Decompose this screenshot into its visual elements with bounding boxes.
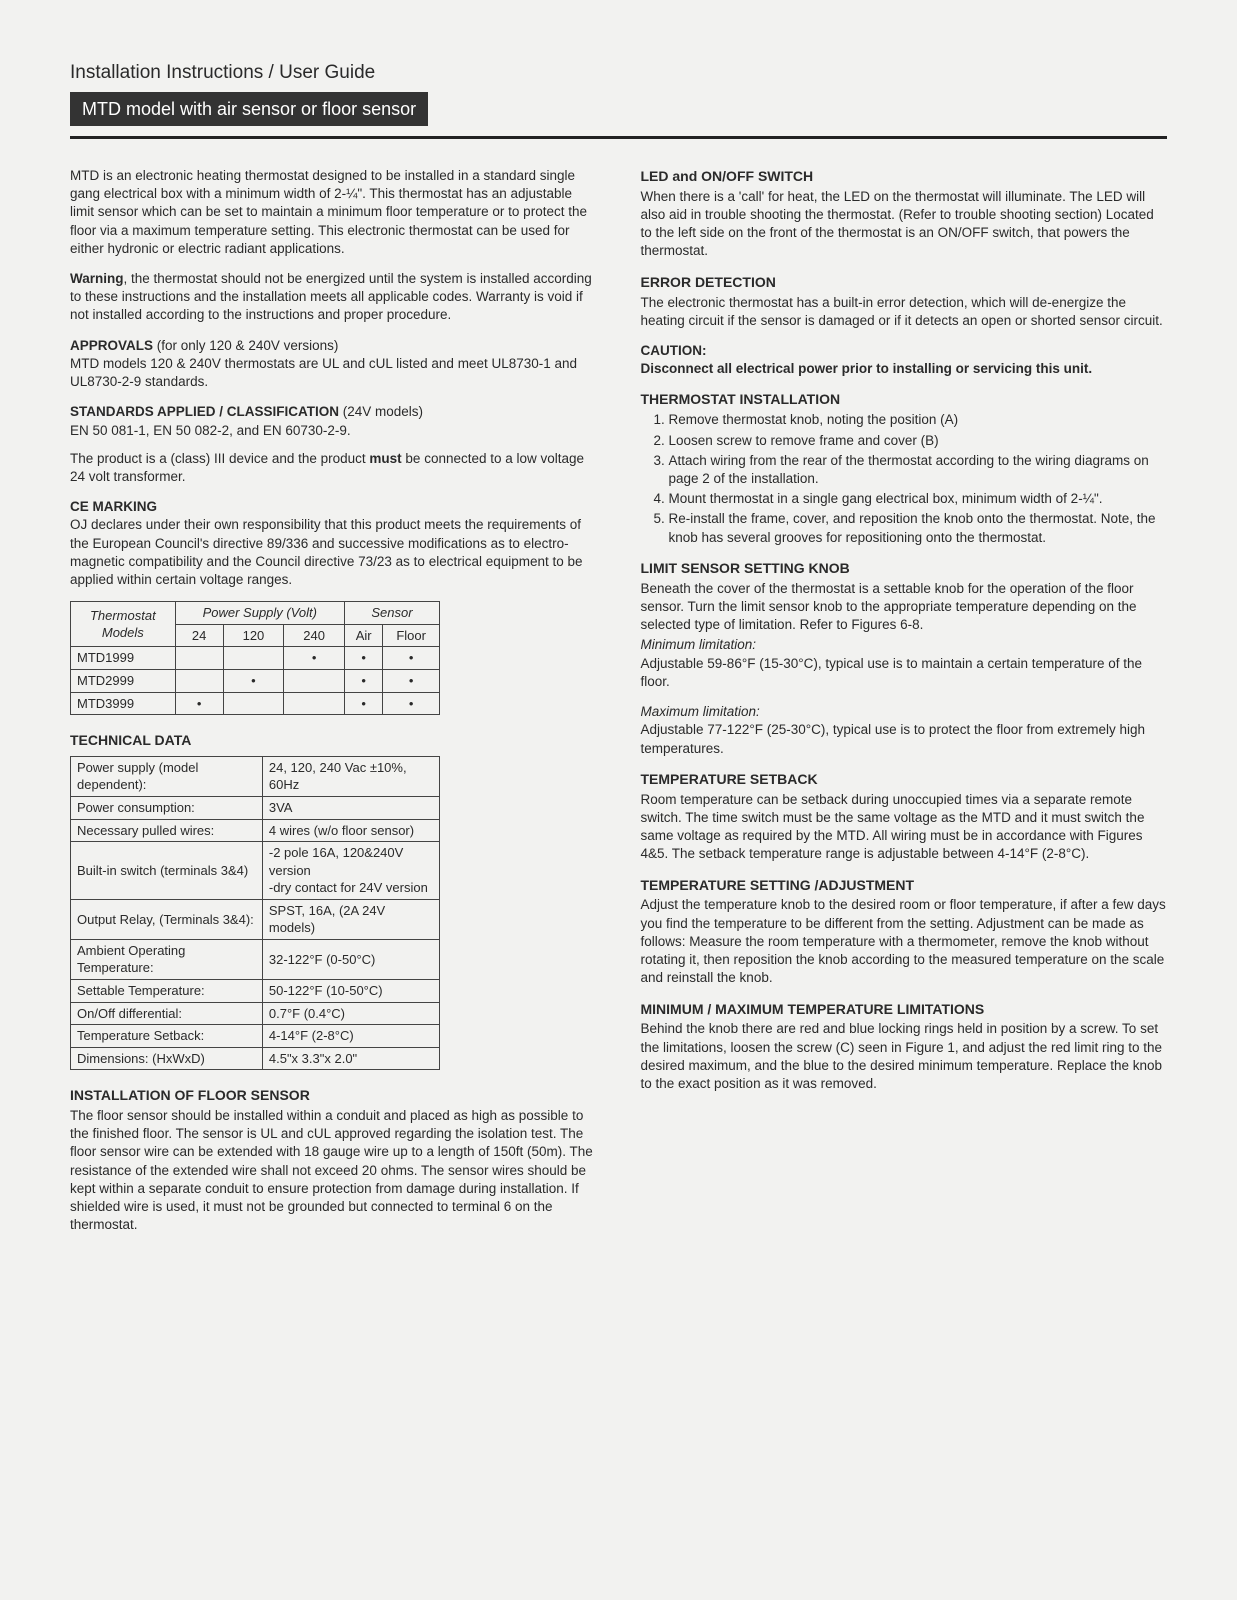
warning-paragraph: Warning, the thermostat should not be en… [70, 270, 597, 325]
ce-marking-label: CE MARKING [70, 498, 597, 516]
standards-heading: STANDARDS APPLIED / CLASSIFICATION (24V … [70, 403, 597, 421]
two-column-layout: MTD is an electronic heating thermostat … [70, 167, 1167, 1247]
models-h-power: Power Supply (Volt) [175, 602, 344, 625]
maximum-limitation-label: Maximum limitation: [641, 703, 1168, 721]
table-row: Power supply (model dependent):24, 120, … [71, 756, 440, 796]
floor-sensor-label: INSTALLATION OF FLOOR SENSOR [70, 1086, 597, 1105]
minmax-text: Behind the knob there are red and blue l… [641, 1020, 1168, 1093]
page-title: Installation Instructions / User Guide [70, 60, 1167, 86]
warning-text: , the thermostat should not be energized… [70, 271, 592, 322]
header-rule [70, 136, 1167, 139]
temp-adjust-label: TEMPERATURE SETTING /ADJUSTMENT [641, 876, 1168, 895]
standards-text: EN 50 081-1, EN 50 082-2, and EN 60730-2… [70, 422, 597, 440]
list-item: Attach wiring from the rear of the therm… [669, 452, 1168, 488]
right-column: LED and ON/OFF SWITCH When there is a 'c… [641, 167, 1168, 1247]
approvals-note: (for only 120 & 240V versions) [153, 338, 338, 353]
list-item: Re-install the frame, cover, and reposit… [669, 510, 1168, 546]
class-text-a: The product is a (class) III device and … [70, 451, 369, 466]
ce-marking-text: OJ declares under their own responsibili… [70, 516, 597, 589]
minimum-limitation-label: Minimum limitation: [641, 636, 1168, 654]
table-row: Built-in switch (terminals 3&4)-2 pole 1… [71, 842, 440, 900]
maximum-limitation-text: Adjustable 77-122°F (25-30°C), typical u… [641, 721, 1168, 757]
table-row: Necessary pulled wires:4 wires (w/o floo… [71, 819, 440, 842]
table-row: MTD2999 [71, 669, 440, 692]
approvals-label: APPROVALS [70, 338, 153, 353]
col-floor: Floor [383, 624, 440, 647]
table-row: Settable Temperature:50-122°F (10-50°C) [71, 979, 440, 1002]
table-row: Dimensions: (HxWxD)4.5"x 3.3"x 2.0" [71, 1047, 440, 1070]
temp-setback-text: Room temperature can be setback during u… [641, 791, 1168, 864]
table-row: Output Relay, (Terminals 3&4):SPST, 16A,… [71, 899, 440, 939]
technical-data-table: Power supply (model dependent):24, 120, … [70, 756, 440, 1070]
approvals-heading: APPROVALS (for only 120 & 240V versions) [70, 337, 597, 355]
intro-paragraph: MTD is an electronic heating thermostat … [70, 167, 597, 258]
limit-sensor-label: LIMIT SENSOR SETTING KNOB [641, 559, 1168, 578]
caution-label: CAUTION: [641, 342, 1168, 360]
table-row: Temperature Setback:4-14°F (2-8°C) [71, 1025, 440, 1048]
list-item: Loosen screw to remove frame and cover (… [669, 432, 1168, 450]
led-text: When there is a 'call' for heat, the LED… [641, 188, 1168, 261]
table-row: MTD1999 [71, 647, 440, 670]
class-paragraph: The product is a (class) III device and … [70, 450, 597, 486]
table-row: Ambient Operating Temperature:32-122°F (… [71, 939, 440, 979]
error-detection-label: ERROR DETECTION [641, 273, 1168, 292]
col-air: Air [344, 624, 382, 647]
minmax-label: MINIMUM / MAXIMUM TEMPERATURE LIMITATION… [641, 1000, 1168, 1019]
minimum-limitation-text: Adjustable 59-86°F (15-30°C), typical us… [641, 655, 1168, 691]
caution-text: Disconnect all electrical power prior to… [641, 360, 1168, 378]
limit-sensor-text: Beneath the cover of the thermostat is a… [641, 580, 1168, 635]
table-row: On/Off differential:0.7°F (0.4°C) [71, 1002, 440, 1025]
page-banner: MTD model with air sensor or floor senso… [70, 92, 428, 126]
temp-setback-label: TEMPERATURE SETBACK [641, 770, 1168, 789]
install-steps: Remove thermostat knob, noting the posit… [669, 411, 1168, 547]
models-h-sensor: Sensor [344, 602, 439, 625]
table-row: MTD3999 [71, 692, 440, 715]
models-h-thermostat: Thermostat Models [71, 602, 176, 647]
temp-adjust-text: Adjust the temperature knob to the desir… [641, 896, 1168, 987]
led-label: LED and ON/OFF SWITCH [641, 167, 1168, 186]
col-24: 24 [175, 624, 223, 647]
standards-label: STANDARDS APPLIED / CLASSIFICATION [70, 404, 339, 419]
error-detection-text: The electronic thermostat has a built-in… [641, 294, 1168, 330]
list-item: Remove thermostat knob, noting the posit… [669, 411, 1168, 429]
col-240: 240 [284, 624, 345, 647]
warning-label: Warning [70, 271, 124, 286]
list-item: Mount thermostat in a single gang electr… [669, 490, 1168, 508]
standards-note: (24V models) [339, 404, 423, 419]
thermostat-install-label: THERMOSTAT INSTALLATION [641, 390, 1168, 409]
col-120: 120 [223, 624, 284, 647]
left-column: MTD is an electronic heating thermostat … [70, 167, 597, 1247]
floor-sensor-text: The floor sensor should be installed wit… [70, 1107, 597, 1235]
technical-data-label: TECHNICAL DATA [70, 731, 597, 750]
table-row: Power consumption:3VA [71, 797, 440, 820]
approvals-text: MTD models 120 & 240V thermostats are UL… [70, 355, 597, 391]
class-must: must [369, 451, 401, 466]
models-table: Thermostat Models Power Supply (Volt) Se… [70, 601, 440, 715]
